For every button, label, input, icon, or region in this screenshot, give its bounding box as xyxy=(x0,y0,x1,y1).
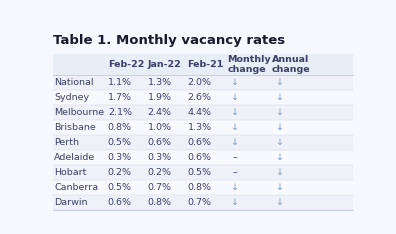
Text: Feb-21: Feb-21 xyxy=(188,60,224,69)
Text: 0.6%: 0.6% xyxy=(188,153,211,162)
Text: ↓: ↓ xyxy=(230,108,238,117)
Text: ↓: ↓ xyxy=(275,197,283,207)
Text: 1.3%: 1.3% xyxy=(148,78,172,87)
Text: 0.8%: 0.8% xyxy=(148,197,172,207)
Text: Feb-22: Feb-22 xyxy=(108,60,144,69)
Bar xyxy=(53,120,353,135)
Text: 1.9%: 1.9% xyxy=(148,93,172,102)
Bar xyxy=(53,165,353,180)
Bar xyxy=(53,75,353,90)
Text: Brisbane: Brisbane xyxy=(54,123,96,132)
Text: 0.3%: 0.3% xyxy=(148,153,172,162)
Text: Hobart: Hobart xyxy=(54,168,86,177)
Bar xyxy=(53,194,353,209)
Text: Melbourne: Melbourne xyxy=(54,108,104,117)
Bar xyxy=(53,54,353,75)
Text: Table 1. Monthly vacancy rates: Table 1. Monthly vacancy rates xyxy=(53,34,285,48)
Text: 0.5%: 0.5% xyxy=(108,138,132,147)
Text: Adelaide: Adelaide xyxy=(54,153,95,162)
Text: Canberra: Canberra xyxy=(54,183,98,192)
Text: 0.2%: 0.2% xyxy=(108,168,132,177)
Text: 1.3%: 1.3% xyxy=(188,123,212,132)
Text: ↓: ↓ xyxy=(230,123,238,132)
Text: –: – xyxy=(232,168,237,177)
Text: ↓: ↓ xyxy=(275,123,283,132)
Text: ↓: ↓ xyxy=(230,78,238,87)
Text: ↓: ↓ xyxy=(275,93,283,102)
Text: ↓: ↓ xyxy=(275,153,283,162)
Text: 0.5%: 0.5% xyxy=(188,168,211,177)
Bar xyxy=(53,150,353,165)
Text: 0.2%: 0.2% xyxy=(148,168,172,177)
Text: Annual
change: Annual change xyxy=(272,55,310,74)
Text: ↓: ↓ xyxy=(230,93,238,102)
Text: 1.0%: 1.0% xyxy=(148,123,172,132)
Text: National: National xyxy=(54,78,93,87)
Text: 0.7%: 0.7% xyxy=(188,197,211,207)
Text: Monthly
change: Monthly change xyxy=(228,55,271,74)
Text: ↓: ↓ xyxy=(230,183,238,192)
Text: 0.6%: 0.6% xyxy=(188,138,211,147)
Text: Sydney: Sydney xyxy=(54,93,89,102)
Text: ↓: ↓ xyxy=(275,183,283,192)
Text: –: – xyxy=(232,153,237,162)
Text: ↓: ↓ xyxy=(275,138,283,147)
Text: 1.1%: 1.1% xyxy=(108,78,132,87)
Text: 0.7%: 0.7% xyxy=(148,183,172,192)
Text: ↓: ↓ xyxy=(275,78,283,87)
Bar xyxy=(53,105,353,120)
Text: 0.3%: 0.3% xyxy=(108,153,132,162)
Text: 1.7%: 1.7% xyxy=(108,93,132,102)
Text: 4.4%: 4.4% xyxy=(188,108,211,117)
Text: 0.5%: 0.5% xyxy=(108,183,132,192)
Text: 0.8%: 0.8% xyxy=(188,183,211,192)
Text: Darwin: Darwin xyxy=(54,197,88,207)
Bar xyxy=(53,90,353,105)
Text: 2.4%: 2.4% xyxy=(148,108,172,117)
Text: ↓: ↓ xyxy=(275,168,283,177)
Text: 2.0%: 2.0% xyxy=(188,78,211,87)
Text: ↓: ↓ xyxy=(230,197,238,207)
Text: ↓: ↓ xyxy=(275,108,283,117)
Text: 2.6%: 2.6% xyxy=(188,93,211,102)
Text: 0.6%: 0.6% xyxy=(108,197,132,207)
Text: 0.8%: 0.8% xyxy=(108,123,132,132)
Text: Perth: Perth xyxy=(54,138,79,147)
Text: 2.1%: 2.1% xyxy=(108,108,132,117)
Bar xyxy=(53,180,353,194)
Text: ↓: ↓ xyxy=(230,138,238,147)
Text: 0.6%: 0.6% xyxy=(148,138,172,147)
Text: Jan-22: Jan-22 xyxy=(148,60,181,69)
Bar xyxy=(53,135,353,150)
